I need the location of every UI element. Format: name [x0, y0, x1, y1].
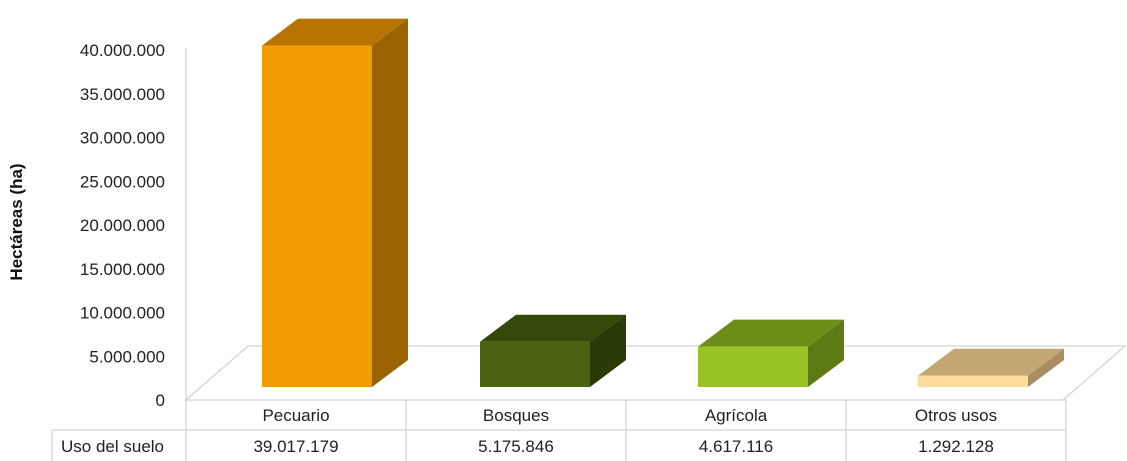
y-tick-label: 15.000.000 [80, 260, 165, 279]
bar-front-face [918, 375, 1028, 387]
table-series-name: Uso del suelo [61, 437, 164, 456]
bar-front-face [698, 346, 808, 387]
table-value: 5.175.846 [478, 437, 554, 456]
bar-bosques [480, 314, 626, 387]
y-tick-label: 25.000.000 [80, 172, 165, 191]
data-table: Pecuario Bosques Agrícola Otros usos Uso del… [51, 399, 1067, 461]
y-tick-label: 5.000.000 [89, 347, 165, 366]
bar-side-face [808, 319, 844, 387]
bar-otros-usos [918, 348, 1064, 387]
y-axis-label: Hectáreas (ha) [7, 163, 26, 280]
table-value: 1.292.128 [918, 437, 994, 456]
category-label: Agrícola [705, 406, 768, 425]
bar-agricola [698, 319, 844, 387]
y-tick-label: 35.000.000 [80, 85, 165, 104]
bar-top-face [262, 18, 408, 46]
y-tick-label: 40.000.000 [80, 41, 165, 60]
y-tick-label: 10.000.000 [80, 304, 165, 323]
y-tick-label: 30.000.000 [80, 129, 165, 148]
bar-front-face [262, 45, 372, 388]
bar-front-face [480, 341, 590, 387]
bar-side-face [372, 18, 408, 388]
bar-top-face [480, 314, 626, 342]
bars-layer [262, 18, 1064, 388]
y-tick-label: 20.000.000 [80, 216, 165, 235]
category-label: Bosques [483, 406, 549, 425]
bar-side-face [590, 314, 626, 387]
table-value: 4.617.116 [699, 437, 773, 456]
category-label: Otros usos [915, 406, 997, 425]
axis-layer: 0 5.000.000 10.000.000 15.000.000 20.000.000… [80, 41, 1127, 410]
bar-top-face [698, 319, 844, 347]
bar-side-face [1028, 348, 1064, 387]
table-value: 39.017.179 [253, 437, 338, 456]
bar-pecuario [262, 18, 408, 388]
y-tick-label: 0 [156, 391, 165, 410]
category-label: Pecuario [262, 406, 329, 425]
bar-top-face [918, 348, 1064, 376]
